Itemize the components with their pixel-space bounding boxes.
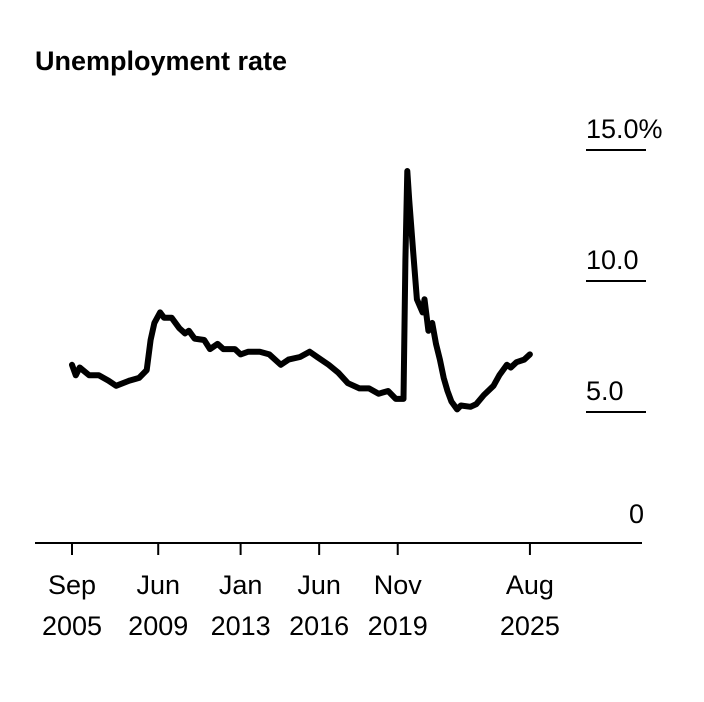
x-tick-label-month: Aug [506,570,554,600]
y-tick-label: 0 [629,499,644,529]
x-tick-label-year: 2013 [211,611,271,641]
x-tick-label-year: 2009 [128,611,188,641]
y-tick-label: 5.0 [586,376,624,406]
x-tick-label-month: Sep [48,570,96,600]
x-tick-label-month: Jan [219,570,263,600]
chart-title: Unemployment rate [35,46,287,76]
x-tick-label-year: 2005 [42,611,102,641]
y-axis: 0 5.0 10.0 15.0% [586,114,663,529]
x-axis: Sep 2005 Jun 2009 Jan 2013 Jun 2016 Nov 2019 Aug 20… [42,543,560,641]
series-line [69,168,533,413]
x-tick-label-year: 2025 [500,611,560,641]
x-tick-label-year: 2016 [289,611,349,641]
x-tick-label-month: Nov [374,570,423,600]
x-tick-label-year: 2019 [368,611,428,641]
x-tick-label-month: Jun [297,570,341,600]
x-tick-label-month: Jun [136,570,180,600]
y-tick-label: 15.0% [586,114,663,144]
y-tick-label: 10.0 [586,245,639,275]
